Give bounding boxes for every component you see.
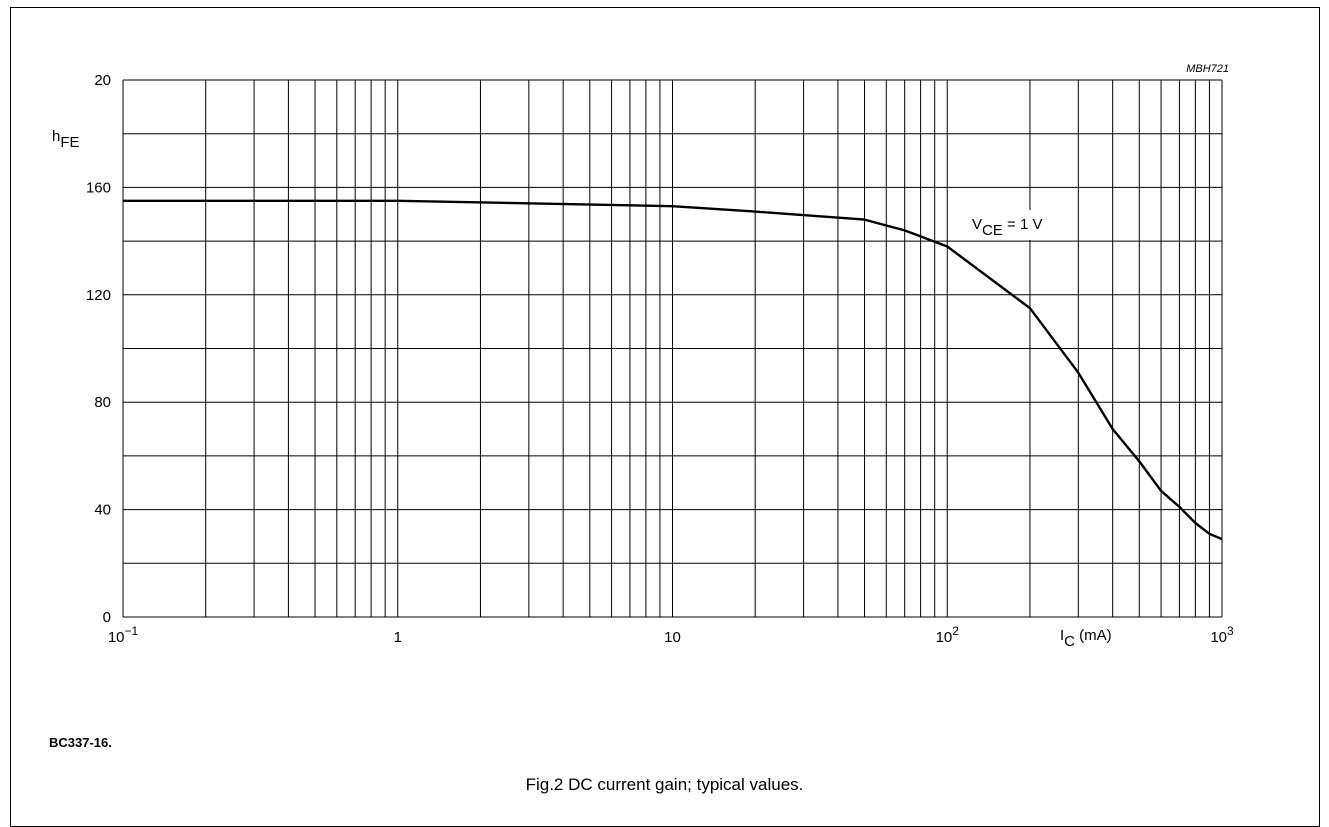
annotation-background (964, 210, 1070, 240)
x-tick-label: 10−1 (108, 624, 139, 646)
x-tick-label: 1 (394, 629, 402, 646)
y-tick-label: 20 (94, 72, 111, 89)
grid-lines (122, 79, 1223, 618)
series-line (123, 199, 1223, 541)
y-tick-label: 0 (103, 609, 111, 626)
x-tick-label: 10 (664, 629, 681, 646)
y-tick-label: 120 (86, 287, 111, 304)
axis-ticks: 0 40 80 120 160 20 10−1 1 10 102 103 (86, 72, 1234, 646)
figure-code: MBH721 (1186, 63, 1229, 75)
figure-caption: Fig.2 DC current gain; typical values. (525, 775, 804, 794)
series-annotation: VCE = 1 V (972, 216, 1042, 239)
y-tick-label: 80 (94, 394, 111, 411)
series-group (123, 199, 1223, 541)
x-tick-label: 102 (936, 624, 960, 646)
x-axis-label: IC (mA) (1060, 627, 1112, 650)
y-axis-label: hFE (52, 128, 80, 151)
x-tick-label: 103 (1210, 624, 1234, 646)
y-tick-label: 40 (94, 502, 111, 519)
y-tick-label: 160 (86, 179, 111, 196)
variant-label: BC337-16. (49, 735, 112, 750)
